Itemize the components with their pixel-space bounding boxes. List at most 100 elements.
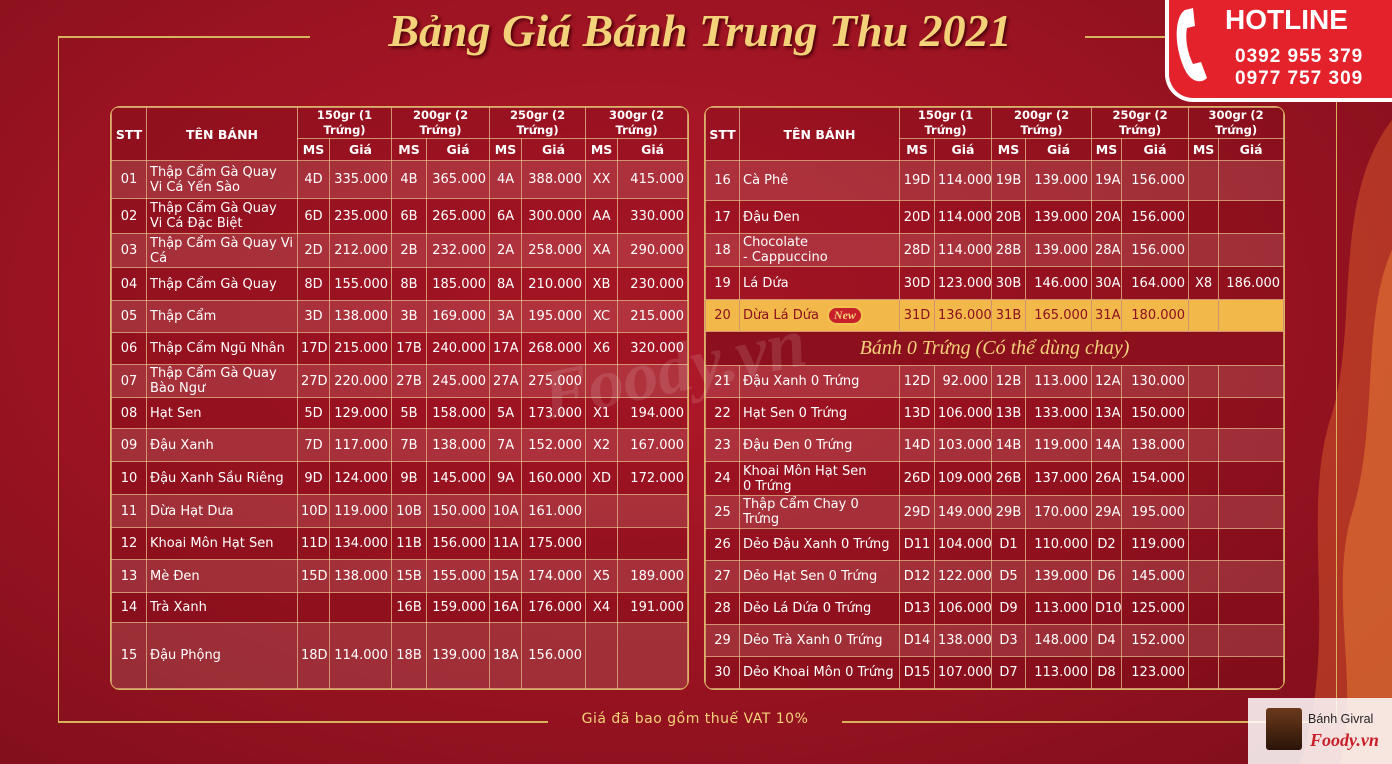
price-cell: [617, 527, 689, 560]
table-row: 16 Cà Phê 19D 114.000 19B 139.000 19A 156.000: [705, 160, 1285, 201]
price-cell: 161.000: [521, 494, 587, 528]
code-cell: 27B: [391, 364, 428, 398]
code-cell: [1188, 560, 1220, 593]
cake-name: Dẻo Trà Xanh 0 Trứng: [743, 633, 883, 648]
price-cell: 145.000: [1121, 560, 1190, 593]
price-cell: 107.000: [933, 656, 993, 689]
code-cell: [1188, 656, 1220, 689]
price-cell: 119.000: [328, 494, 393, 528]
header-row: MS Giá MS Giá MS Giá MS Giá: [112, 138, 689, 161]
code-cell: D15: [899, 656, 935, 689]
stt-cell: 23: [705, 428, 740, 462]
code-cell: X1: [585, 397, 619, 429]
code-cell: [1188, 233, 1220, 267]
code-cell: 5A: [489, 397, 523, 429]
header-cell: 150gr (1 Trứng): [898, 107, 993, 139]
code-cell: 31B: [991, 299, 1027, 332]
price-cell: 114.000: [328, 622, 393, 689]
phone: 0977 757 309: [1235, 68, 1364, 89]
code-cell: [585, 364, 619, 398]
price-cell: 194.000: [617, 397, 689, 429]
footer-rule: [58, 721, 548, 723]
price-cell: 137.000: [1025, 461, 1093, 496]
code-cell: XD: [585, 461, 619, 495]
stt-cell: 12: [111, 527, 147, 560]
price-cell: 106.000: [933, 592, 993, 625]
price-cell: 172.000: [617, 461, 689, 495]
price-cell: 235.000: [328, 198, 393, 234]
code-cell: 29D: [899, 495, 935, 529]
header-cell: 300gr (2 Trứng): [1188, 107, 1285, 139]
cake-name: Dừa Lá Dứa: [743, 308, 819, 323]
stt-cell: 22: [705, 397, 740, 429]
code-cell: 13B: [991, 397, 1027, 429]
code-cell: 17A: [489, 332, 523, 365]
phone-icon: [1176, 8, 1207, 82]
code-cell: 28D: [899, 233, 935, 267]
name-cell: Khoai Môn Hạt Sen 0 Trứng: [739, 461, 900, 496]
stt-cell: 10: [111, 461, 147, 495]
code-cell: 17D: [297, 332, 330, 365]
section-title: Bánh 0 Trứng (Có thể dùng chay): [705, 331, 1285, 366]
code-cell: 9A: [489, 461, 523, 495]
stt-cell: 13: [111, 559, 147, 593]
stt-cell: 28: [705, 592, 740, 625]
header-cell: 150gr (1 Trứng): [296, 107, 393, 139]
table-row: 04 Thập Cẩm Gà Quay 8D 155.000 8B 185.000 8A 21…: [111, 267, 689, 301]
cake-name: Đậu Xanh 0 Trứng: [743, 374, 860, 389]
code-cell: [1188, 365, 1220, 398]
table-row: 09 Đậu Xanh 7D 117.000 7B 138.000 7A 152.000 X2 1…: [111, 428, 689, 462]
code-cell: 3B: [391, 300, 428, 333]
name-cell: Thập Cẩm Gà Quay: [146, 267, 298, 301]
title-rule: [58, 36, 310, 38]
table-row: 23 Đậu Đen 0 Trứng 14D 103.000 14B 119.000 14A…: [705, 428, 1285, 462]
price-cell: 275.000: [521, 364, 587, 398]
cake-name: Thập Cẩm Gà Quay Vi Cá Đặc Biệt: [150, 201, 277, 231]
cake-name: Đậu Đen 0 Trứng: [743, 437, 853, 453]
code-cell: 19A: [1091, 160, 1123, 201]
code-cell: 14D: [899, 428, 935, 462]
price-cell: [328, 592, 393, 623]
code-cell: 15A: [489, 559, 523, 593]
cake-name: Thập Cẩm: [150, 309, 217, 324]
name-cell: Đậu Xanh: [146, 428, 298, 462]
stt-cell: 11: [111, 494, 147, 528]
table: STT TÊN BÁNH 150gr (1 Trứng) 200gr (2 Trứng…: [705, 107, 1285, 689]
code-cell: 8D: [297, 267, 330, 301]
code-cell: 11B: [391, 527, 428, 560]
title: Bảng Giá Bánh Trung Thu 2021: [388, 5, 1012, 56]
code-cell: [1188, 200, 1220, 234]
table-row: Bánh 0 Trứng (Có thể dùng chay): [705, 331, 1285, 366]
price-cell: 215.000: [328, 332, 393, 365]
table-row: 01 Thập Cẩm Gà Quay Vi Cá Yến Sào 4D 335.00…: [111, 160, 689, 199]
price-cell: 124.000: [328, 461, 393, 495]
price-cell: 156.000: [1121, 200, 1190, 234]
code-cell: 28A: [1091, 233, 1123, 267]
price-cell: 160.000: [521, 461, 587, 495]
hotline-label: HOTLINE: [1225, 4, 1348, 35]
header-cell: 200gr (2 Trứng): [391, 107, 491, 139]
header-cell: Giá: [617, 138, 689, 161]
price-cell: 145.000: [426, 461, 491, 495]
name-cell: Dừa Hạt Dưa: [146, 494, 298, 528]
table-row: 06 Thập Cẩm Ngũ Nhân 17D 215.000 17B 240.000 1…: [111, 332, 689, 365]
cake-name: Khoai Môn Hạt Sen: [150, 536, 274, 551]
name-cell: Chocolate - Cappuccino: [739, 233, 900, 267]
price-cell: [1218, 495, 1285, 529]
stt-cell: 15: [111, 622, 147, 689]
price-cell: [1218, 160, 1285, 201]
code-cell: 6A: [489, 198, 523, 234]
code-cell: 4A: [489, 160, 523, 199]
table-row: 19 Lá Dứa 30D 123.000 30B 146.000 30A 164.000 X8…: [705, 266, 1285, 300]
price-cell: 154.000: [1121, 461, 1190, 496]
price-cell: 113.000: [1025, 592, 1093, 625]
code-cell: 19B: [991, 160, 1027, 201]
price-cell: 104.000: [933, 528, 993, 561]
code-cell: 3A: [489, 300, 523, 333]
code-cell: 7A: [489, 428, 523, 462]
code-cell: X4: [585, 592, 619, 623]
name-cell: Đậu Đen: [739, 200, 900, 234]
table-row: 24 Khoai Môn Hạt Sen 0 Trứng 26D 109.000 26B…: [705, 461, 1285, 496]
price-cell: 139.000: [426, 622, 491, 689]
table-row: 29 Dẻo Trà Xanh 0 Trứng D14 138.000 D3 148.00…: [705, 624, 1285, 657]
